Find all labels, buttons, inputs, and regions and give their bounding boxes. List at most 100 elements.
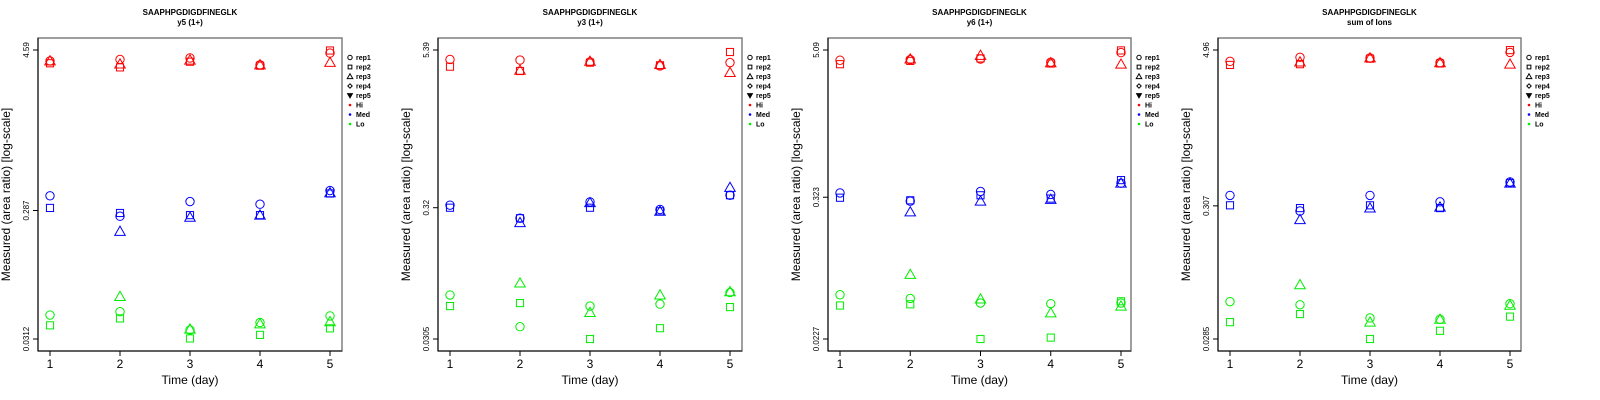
point-med-rep2-day3 xyxy=(976,191,985,200)
point-lo-rep1-day1 xyxy=(1225,296,1235,307)
legend-symbol-hi xyxy=(1137,103,1141,107)
point-med-rep3-day4 xyxy=(1044,193,1057,204)
point-lo-rep1-day1 xyxy=(445,290,455,300)
point-lo-rep1-day3 xyxy=(585,301,595,311)
point-lo-rep2-day3 xyxy=(1365,334,1375,344)
point-hi-rep3-day4 xyxy=(653,58,667,70)
point-hi-rep2-day5 xyxy=(325,46,335,55)
x-tick-label: 1 xyxy=(47,357,54,371)
point-med-rep3-day3 xyxy=(183,211,197,222)
point-hi-rep2-day5 xyxy=(1116,46,1126,55)
point-med-rep1-day2 xyxy=(515,213,525,223)
legend-label-rep2: rep2 xyxy=(1145,65,1160,72)
plot-frame xyxy=(437,37,743,352)
x-tick-label: 5 xyxy=(1507,357,1514,371)
point-hi-rep1-day5 xyxy=(1505,47,1515,58)
legend-symbol-lo xyxy=(348,122,352,126)
point-hi-rep3-day3 xyxy=(583,55,597,66)
point-hi-rep3-day5 xyxy=(723,66,737,77)
legend-symbol-lo xyxy=(1527,122,1531,126)
plot-frame xyxy=(1217,37,1522,352)
legend-symbol-rep5 xyxy=(1525,93,1533,99)
point-lo-rep3-day4 xyxy=(653,288,667,300)
point-med-rep2-day5 xyxy=(1116,176,1126,185)
legend-symbol-rep2 xyxy=(347,64,353,70)
legend-symbol-hi xyxy=(348,103,352,107)
point-hi-rep3-day2 xyxy=(1293,55,1307,67)
point-lo-rep3-day2 xyxy=(904,268,917,279)
legend-label-rep2: rep2 xyxy=(756,65,771,72)
legend-symbol-rep1 xyxy=(1136,54,1142,61)
legend-label-med: Med xyxy=(356,112,370,119)
point-med-rep1-day1 xyxy=(445,200,455,210)
point-lo-rep1-day2 xyxy=(115,306,125,317)
x-tick-label: 3 xyxy=(187,357,194,371)
point-med-rep3-day5 xyxy=(1114,176,1128,188)
y-tick-label: 4.96 xyxy=(1202,42,1211,58)
y-tick-label: 0.287 xyxy=(22,200,31,221)
legend-label-rep1: rep1 xyxy=(1535,55,1550,62)
point-hi-rep2-day5 xyxy=(725,47,735,57)
point-lo-rep3-day2 xyxy=(1293,278,1307,290)
legend-symbol-lo xyxy=(748,122,752,126)
legend-symbol-rep3 xyxy=(746,72,754,80)
point-lo-rep2-day4 xyxy=(255,330,265,339)
legend-symbol-rep4 xyxy=(1526,83,1532,89)
point-lo-rep3-day5 xyxy=(323,315,337,327)
point-med-rep3-day5 xyxy=(723,181,737,192)
point-hi-rep2-day3 xyxy=(976,54,985,63)
point-lo-rep3-day3 xyxy=(583,306,597,317)
x-tick-label: 5 xyxy=(727,357,734,371)
point-lo-rep1-day4 xyxy=(655,299,665,309)
legend-label-rep1: rep1 xyxy=(1145,55,1160,62)
point-med-rep1-day5 xyxy=(1505,177,1515,187)
point-lo-rep2-day2 xyxy=(906,300,915,309)
legend-symbol-rep3 xyxy=(1135,72,1143,80)
point-lo-rep2-day3 xyxy=(585,334,595,344)
point-med-rep2-day1 xyxy=(445,203,455,212)
legend-symbol-rep1 xyxy=(747,54,753,61)
legend: rep1 rep2 rep3 rep4 rep5 Hi Med Lo xyxy=(1525,54,1550,129)
y-tick-label: 0.0227 xyxy=(812,326,821,351)
point-hi-rep3-day5 xyxy=(323,56,337,67)
legend-symbol-rep3 xyxy=(346,72,354,80)
x-tick-label: 2 xyxy=(907,357,914,371)
point-lo-rep2-day5 xyxy=(1505,312,1515,321)
legend-label-rep1: rep1 xyxy=(756,55,771,62)
legend-label-rep5: rep5 xyxy=(1145,93,1160,100)
point-hi-rep1-day1 xyxy=(445,54,455,65)
point-med-rep3-day4 xyxy=(1433,200,1447,212)
point-med-rep1-day5 xyxy=(325,185,335,196)
point-med-rep2-day3 xyxy=(1365,201,1375,210)
point-hi-rep3-day2 xyxy=(513,64,527,75)
point-hi-rep3-day1 xyxy=(43,54,57,66)
legend-symbol-med xyxy=(1137,113,1141,116)
point-hi-rep1-day5 xyxy=(325,48,335,58)
legend-label-rep4: rep4 xyxy=(1145,84,1160,91)
legend-label-rep2: rep2 xyxy=(356,65,371,72)
x-tick-label: 5 xyxy=(327,357,334,371)
y-axis-label: Measured (area ratio) [log-scale] xyxy=(399,108,413,281)
y-tick-label: 5.09 xyxy=(812,42,821,58)
point-hi-rep3-day4 xyxy=(1044,56,1057,68)
point-lo-rep1-day2 xyxy=(905,293,915,304)
point-lo-rep1-day5 xyxy=(325,311,335,321)
point-med-rep3-day5 xyxy=(323,186,337,198)
point-med-rep3-day3 xyxy=(1363,201,1377,213)
x-tick-label: 1 xyxy=(447,357,454,371)
legend-label-med: Med xyxy=(756,112,770,119)
point-lo-rep3-day2 xyxy=(113,290,127,301)
point-hi-rep1-day1 xyxy=(1225,56,1235,67)
point-med-rep2-day5 xyxy=(725,191,735,200)
legend-label-rep1: rep1 xyxy=(356,55,371,62)
point-lo-rep3-day4 xyxy=(1044,306,1057,318)
x-tick-label: 3 xyxy=(1367,357,1374,371)
point-lo-rep2-day3 xyxy=(185,334,195,343)
legend-symbol-rep4 xyxy=(747,83,753,89)
point-lo-rep2-day2 xyxy=(515,299,525,308)
y-tick-label: 0.0305 xyxy=(422,326,431,351)
point-lo-rep2-day3 xyxy=(976,334,985,344)
point-hi-rep1-day2 xyxy=(1295,52,1305,63)
